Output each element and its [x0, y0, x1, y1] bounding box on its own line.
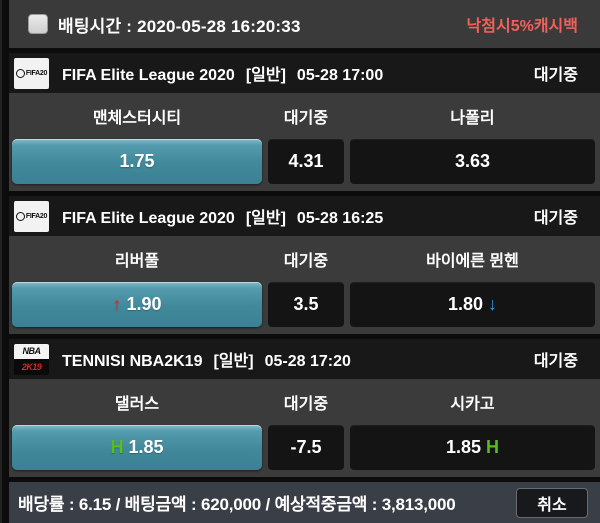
match-time: 05-28 17:00	[296, 67, 384, 84]
odds-row: H 1.85 -7.5 1.85 H	[9, 425, 600, 477]
market-category: [일반]	[245, 210, 286, 227]
match-status: 대기중	[533, 67, 578, 84]
odds-value: 3.63	[454, 151, 491, 171]
match-header: FIFA20 FIFA Elite League 2020 [일반] 05-28…	[9, 53, 600, 93]
league-name: FIFA Elite League 2020	[62, 67, 235, 84]
home-odds-button[interactable]: 1.75	[12, 139, 262, 184]
odds-row: ↑ 1.90 3.5 1.80 ↓	[9, 282, 600, 334]
away-odds-button[interactable]: 1.80 ↓	[350, 282, 595, 327]
match-time: 05-28 16:25	[296, 210, 384, 227]
draw-label: 대기중	[283, 110, 329, 127]
away-odds-button[interactable]: 1.85 H	[350, 425, 595, 470]
handicap-marker: H	[486, 437, 500, 457]
odds-value: 1.85	[445, 437, 482, 457]
match-status: 대기중	[533, 210, 578, 227]
match-header: FIFA20 FIFA Elite League 2020 [일반] 05-28…	[9, 196, 600, 236]
league-line: FIFA Elite League 2020 [일반] 05-28 17:00	[62, 61, 383, 85]
bet-summary-bar: 배당률 : 6.15 / 배팅금액 : 620,000 / 예상적중금액 : 3…	[9, 482, 600, 523]
league-name: FIFA Elite League 2020	[62, 210, 235, 227]
game-icon-label: FIFA20	[25, 69, 48, 77]
odds-value: 1.85	[128, 437, 164, 457]
match-status: 대기중	[533, 353, 578, 370]
market-category: [일반]	[213, 353, 254, 370]
match-card-3: NBA 2K19 TENNISI NBA2K19 [일반] 05-28 17:2…	[9, 339, 600, 477]
home-team-label: 맨체스터시티	[92, 110, 182, 127]
home-team-label: 댈러스	[114, 396, 160, 413]
divider	[9, 48, 600, 53]
draw-label: 대기중	[283, 396, 329, 413]
bet-summary-label: 배당률 : 6.15 / 배팅금액 : 620,000 / 예상적중금액 : 3…	[18, 495, 456, 514]
ea-logo-icon	[15, 211, 25, 221]
odds-down-arrow-icon: ↓	[488, 294, 498, 314]
fifa20-game-icon: FIFA20	[14, 200, 49, 232]
away-odds-button[interactable]: 3.63	[350, 139, 595, 184]
select-all-checkbox[interactable]	[28, 14, 48, 34]
fifa20-game-icon: FIFA20	[14, 57, 49, 89]
away-team-label: 바이에른 뮌헨	[426, 253, 519, 270]
game-icon-top-label: NBA	[14, 343, 49, 359]
cashback-promo-label: 낙첨시5%캐시백	[466, 18, 578, 35]
match-time: 05-28 17:20	[264, 353, 351, 370]
odds-value: -7.5	[290, 437, 322, 457]
away-team-label: 시카고	[450, 396, 495, 413]
game-icon-label: FIFA20	[25, 212, 48, 220]
odds-value: 1.75	[119, 151, 155, 171]
odds-up-arrow-icon: ↑	[112, 294, 122, 314]
away-team-label: 나폴리	[450, 110, 495, 127]
match-header: NBA 2K19 TENNISI NBA2K19 [일반] 05-28 17:2…	[9, 339, 600, 379]
bet-time-label: 배팅시간 : 2020-05-28 16:20:33	[58, 16, 301, 36]
nba2k19-game-icon: NBA 2K19	[14, 343, 49, 375]
match-body: 댈러스 대기중 시카고 H 1.85 -7.5 1.85 H	[9, 379, 600, 477]
top-bar: 배팅시간 : 2020-05-28 16:20:33 낙첨시5%캐시백	[9, 0, 600, 48]
game-icon-bottom-label: 2K19	[14, 359, 49, 375]
odds-value: 1.80	[447, 294, 484, 314]
match-card-1: FIFA20 FIFA Elite League 2020 [일반] 05-28…	[9, 53, 600, 191]
draw-label: 대기중	[283, 253, 329, 270]
home-odds-button[interactable]: H 1.85	[12, 425, 262, 470]
team-row: 댈러스 대기중 시카고	[9, 379, 600, 425]
cancel-button[interactable]: 취소	[516, 487, 588, 518]
match-card-2: FIFA20 FIFA Elite League 2020 [일반] 05-28…	[9, 196, 600, 334]
team-row: 리버풀 대기중 바이에른 뮌헨	[9, 236, 600, 282]
league-line: FIFA Elite League 2020 [일반] 05-28 16:25	[62, 204, 383, 228]
league-name: TENNISI NBA2K19	[62, 353, 203, 370]
home-team-label: 리버풀	[114, 253, 160, 270]
ea-logo-icon	[15, 68, 25, 78]
draw-odds-button[interactable]: 4.31	[268, 139, 344, 184]
market-category: [일반]	[245, 67, 286, 84]
handicap-line-button[interactable]: -7.5	[268, 425, 344, 470]
odds-value: 1.90	[126, 294, 162, 314]
draw-odds-button[interactable]: 3.5	[268, 282, 344, 327]
handicap-marker: H	[110, 437, 124, 457]
odds-row: 1.75 4.31 3.63	[9, 139, 600, 191]
match-body: 리버풀 대기중 바이에른 뮌헨 ↑ 1.90 3.5 1.80 ↓	[9, 236, 600, 334]
odds-value: 4.31	[288, 151, 324, 171]
match-body: 맨체스터시티 대기중 나폴리 1.75 4.31 3.63	[9, 93, 600, 191]
home-odds-button[interactable]: ↑ 1.90	[12, 282, 262, 327]
team-row: 맨체스터시티 대기중 나폴리	[9, 93, 600, 139]
league-line: TENNISI NBA2K19 [일반] 05-28 17:20	[62, 347, 351, 371]
odds-value: 3.5	[293, 294, 319, 314]
